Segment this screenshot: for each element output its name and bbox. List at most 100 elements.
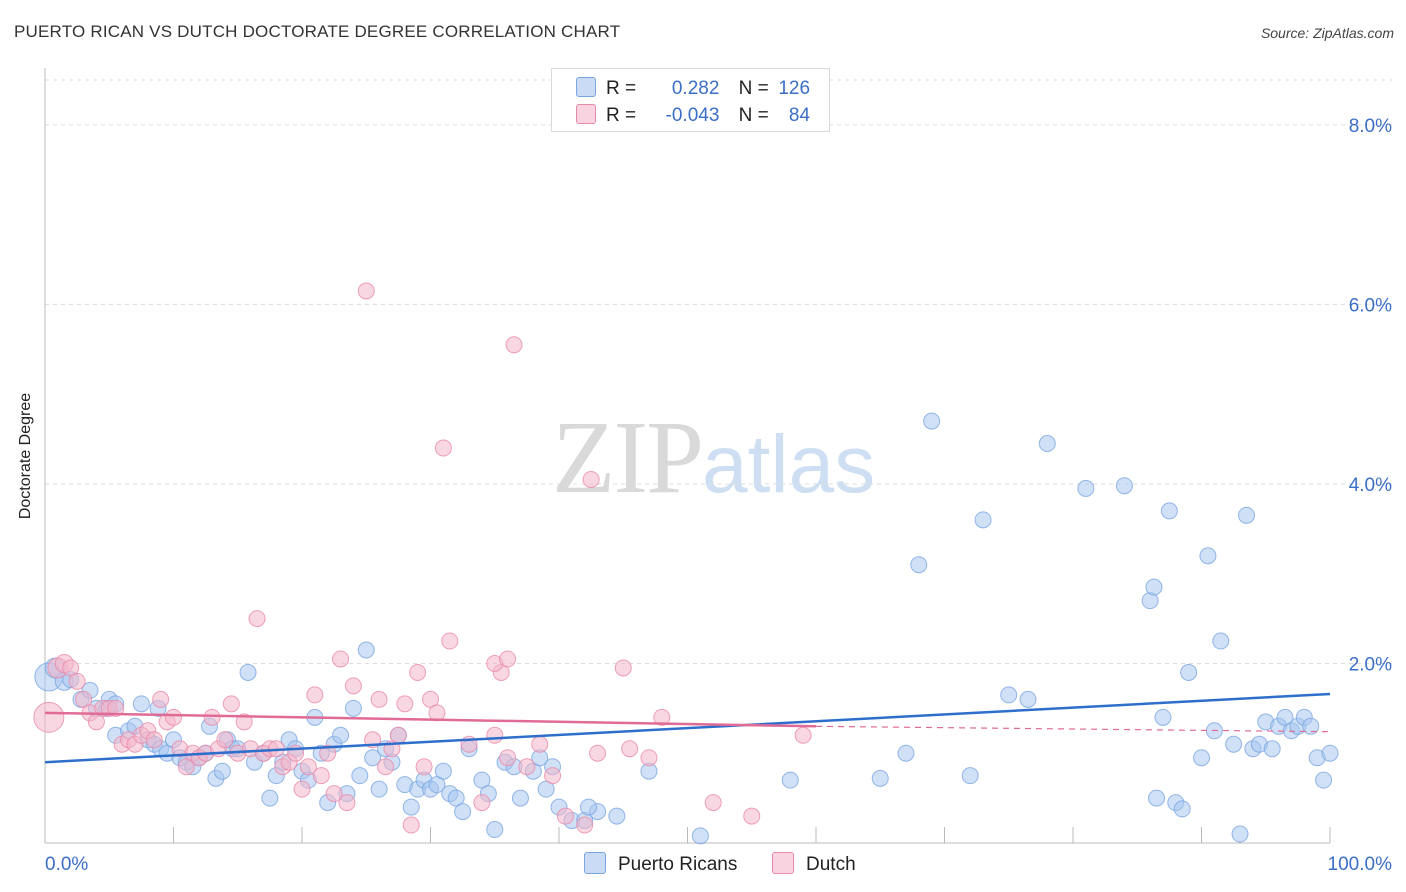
data-point xyxy=(1000,686,1018,704)
data-point xyxy=(107,699,125,717)
data-point xyxy=(396,695,414,713)
legend-swatch-puerto-ricans xyxy=(576,77,596,97)
y-tick-label: 4.0% xyxy=(1349,475,1392,496)
y-tick-label: 8.0% xyxy=(1349,116,1392,137)
legend-row-puerto-ricans: R = 0.282 N = 126 xyxy=(576,77,810,99)
data-point xyxy=(1315,771,1333,789)
data-point xyxy=(608,807,626,825)
data-point xyxy=(351,767,369,785)
data-point xyxy=(248,610,266,628)
x-tick-label: 0.0% xyxy=(45,854,88,875)
data-point xyxy=(743,807,761,825)
data-point xyxy=(1145,578,1163,596)
data-point xyxy=(325,785,343,803)
data-point xyxy=(704,794,722,812)
legend-r-label: R = xyxy=(606,105,637,126)
correlation-legend: R = 0.282 N = 126 R = -0.043 N = 84 xyxy=(551,68,830,132)
data-point xyxy=(1173,800,1191,818)
data-point xyxy=(531,735,549,753)
data-point xyxy=(473,794,491,812)
data-point xyxy=(344,677,362,695)
data-point xyxy=(357,641,375,659)
data-point xyxy=(415,758,433,776)
data-point xyxy=(486,821,504,839)
data-point xyxy=(152,690,170,708)
data-point xyxy=(582,470,600,488)
data-point xyxy=(239,663,257,681)
data-point xyxy=(1077,479,1095,497)
data-point xyxy=(1019,690,1037,708)
data-point xyxy=(486,726,504,744)
data-point xyxy=(216,731,234,749)
data-point xyxy=(68,672,86,690)
trend-line xyxy=(44,692,1331,764)
data-point xyxy=(235,713,253,731)
data-point xyxy=(1199,547,1217,565)
y-tick-label: 6.0% xyxy=(1349,295,1392,316)
source-label: Source: ZipAtlas.com xyxy=(1260,25,1394,41)
legend-n-label: N = xyxy=(738,105,769,126)
data-point xyxy=(1212,632,1230,650)
legend-r-value: -0.043 xyxy=(665,105,720,126)
data-point xyxy=(544,767,562,785)
chart-title: PUERTO RICAN VS DUTCH DOCTORATE DEGREE C… xyxy=(14,22,621,41)
data-point xyxy=(434,762,452,780)
data-point xyxy=(691,827,709,845)
bottom-legend-label: Dutch xyxy=(806,854,856,875)
legend-r-value: 0.282 xyxy=(671,78,720,99)
data-point xyxy=(213,762,231,780)
data-point xyxy=(499,650,517,668)
data-point xyxy=(589,744,607,762)
data-point xyxy=(402,798,420,816)
data-point xyxy=(576,816,594,834)
legend-n-value: 126 xyxy=(778,78,811,99)
legend-n-value: 84 xyxy=(788,105,811,126)
data-point xyxy=(165,708,182,726)
data-point xyxy=(1154,708,1172,726)
data-point xyxy=(910,556,928,574)
data-point xyxy=(640,749,658,767)
data-point xyxy=(1231,825,1249,843)
data-point xyxy=(402,816,420,834)
legend-row-dutch: R = -0.043 N = 84 xyxy=(576,104,810,126)
bottom-legend-label: Puerto Ricans xyxy=(618,854,738,875)
data-point xyxy=(319,744,337,762)
data-point xyxy=(332,650,350,668)
data-point xyxy=(454,803,472,821)
data-point xyxy=(1148,789,1166,807)
data-point xyxy=(1263,740,1281,758)
x-tick-label: 100.0% xyxy=(1328,854,1393,875)
data-point xyxy=(1160,502,1178,520)
data-point xyxy=(338,794,356,812)
data-point xyxy=(556,807,574,825)
data-point xyxy=(871,769,889,787)
data-point xyxy=(332,726,350,744)
data-point xyxy=(614,659,632,677)
data-point xyxy=(299,758,317,776)
data-point xyxy=(441,632,459,650)
data-point xyxy=(961,767,979,785)
data-point xyxy=(518,758,536,776)
bottom-legend-swatch-dutch xyxy=(772,852,794,874)
data-point xyxy=(389,726,407,744)
data-point xyxy=(781,771,799,789)
data-point xyxy=(794,726,812,744)
data-point xyxy=(653,708,671,726)
data-point xyxy=(293,780,311,798)
data-point xyxy=(505,336,523,354)
data-point xyxy=(222,695,240,713)
data-point xyxy=(580,798,598,816)
legend-swatch-dutch xyxy=(576,104,596,124)
data-point xyxy=(511,789,529,807)
data-point xyxy=(357,282,375,300)
data-point xyxy=(1038,435,1056,453)
bottom-legend-swatch-puerto-ricans xyxy=(584,852,606,874)
data-point xyxy=(203,708,221,726)
data-point xyxy=(974,511,992,529)
data-point xyxy=(364,749,382,767)
data-point xyxy=(33,701,65,733)
legend-n-label: N = xyxy=(738,78,769,99)
data-point xyxy=(145,731,163,749)
data-point xyxy=(621,740,639,758)
